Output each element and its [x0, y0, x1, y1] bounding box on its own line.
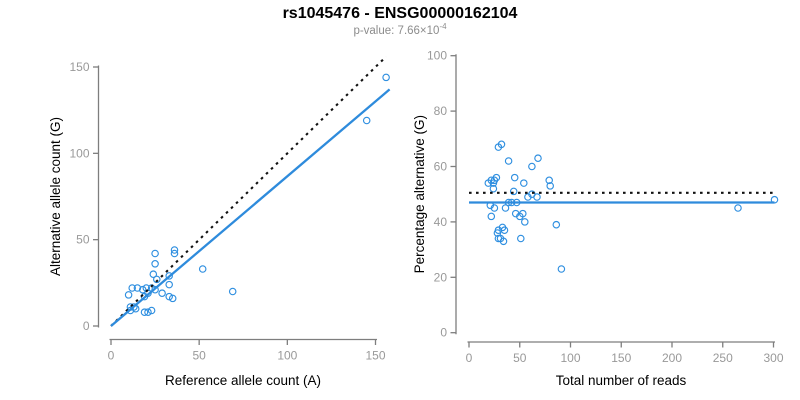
percentage-vs-reads-point — [509, 187, 518, 196]
percentage-vs-reads-x-axis-title: Total number of reads — [556, 373, 687, 388]
percentage-vs-reads-x-tick-label: 100 — [560, 351, 580, 365]
percentage-vs-reads-point — [490, 204, 499, 212]
percentage-vs-reads-point — [501, 204, 510, 212]
allele-counts-x-tick-label: 50 — [192, 349, 206, 363]
allele-counts-point — [382, 73, 390, 82]
percentage-vs-reads-x-tick-label: 300 — [763, 351, 783, 365]
p-value-subtitle: p-value: 7.66×10-4 — [0, 22, 800, 37]
percentage-vs-reads-point — [520, 179, 528, 187]
allele-counts-x-tick-label: 0 — [108, 349, 115, 363]
percentage-vs-reads-point — [524, 193, 532, 201]
allele-counts-point — [228, 287, 237, 296]
percentage-vs-reads-y-tick-label: 20 — [434, 270, 448, 284]
allele-counts-point — [133, 284, 142, 292]
allele-counts-y-tick-label: 0 — [83, 319, 90, 333]
allele-counts-regression-line — [110, 88, 391, 327]
percentage-vs-reads-y-tick-label: 40 — [434, 215, 448, 229]
percentage-vs-reads-point — [504, 157, 513, 165]
percentage-vs-reads-x-tick-label: 250 — [713, 351, 733, 365]
percentage-vs-reads-point — [521, 218, 529, 226]
allele-counts-point — [362, 116, 371, 125]
allele-counts-point — [158, 289, 166, 297]
allele-counts-point — [170, 246, 179, 254]
allele-counts-x-tick-label: 100 — [277, 349, 297, 363]
percentage-vs-reads-x-tick-label: 150 — [611, 351, 631, 365]
allele-counts-point — [124, 291, 133, 299]
allele-counts-x-tick-label: 150 — [365, 349, 385, 363]
allele-counts-point — [128, 284, 136, 292]
plot-title: rs1045476 - ENSG00000162104 — [282, 5, 518, 22]
allele-counts-point — [149, 270, 158, 278]
allele-counts-point — [165, 280, 173, 289]
percentage-vs-reads-point — [534, 154, 542, 162]
allele-counts-y-tick-label: 150 — [69, 60, 89, 74]
percentage-vs-reads-point — [489, 179, 498, 187]
allele-counts-point — [151, 260, 159, 268]
percentage-vs-reads-point — [546, 182, 554, 190]
allele-counts-point — [147, 306, 156, 315]
percentage-vs-reads-point — [552, 220, 561, 229]
percentage-vs-reads-point — [493, 229, 502, 237]
percentage-vs-reads-point — [487, 212, 496, 221]
percentage-vs-reads-y-tick-label: 0 — [440, 326, 447, 340]
allele-counts-y-tick-label: 50 — [76, 233, 90, 247]
p-value-text: p-value: 7.66×10 — [353, 25, 440, 37]
percentage-vs-reads-point — [497, 140, 506, 149]
allele-counts-x-axis-title: Reference allele count (A) — [165, 373, 321, 388]
p-value-exponent: -4 — [439, 22, 447, 32]
percentage-vs-reads-point — [533, 193, 541, 201]
percentage-vs-reads-y-axis-title: Percentage alternative (G) — [412, 115, 427, 273]
allele-counts-point — [168, 294, 177, 303]
percentage-vs-reads-point — [557, 265, 566, 273]
percentage-vs-reads-x-tick-label: 50 — [513, 351, 527, 365]
percentage-vs-reads-point — [734, 204, 742, 212]
percentage-vs-reads-point — [500, 226, 509, 234]
allele-counts-point — [151, 285, 159, 294]
percentage-vs-reads-x-tick-label: 200 — [662, 351, 682, 365]
allele-counts-identity-line — [110, 55, 387, 327]
percentage-vs-reads-point — [517, 234, 525, 243]
percentage-vs-reads-point — [492, 173, 501, 182]
percentage-vs-reads-x-tick-label: 0 — [466, 351, 473, 365]
percentage-vs-reads-point — [489, 184, 498, 193]
percentage-vs-reads-point — [519, 209, 527, 218]
percentage-vs-reads-point — [528, 162, 536, 171]
percentage-vs-reads-y-tick-label: 80 — [434, 104, 448, 118]
percentage-vs-reads-y-tick-label: 100 — [427, 49, 447, 63]
percentage-vs-reads-y-tick-label: 60 — [434, 160, 448, 174]
percentage-vs-reads-point — [545, 176, 553, 185]
allele-counts-point — [151, 249, 159, 258]
allele-counts-point — [198, 265, 207, 273]
allele-counts-point — [170, 249, 179, 258]
allele-counts-point — [140, 308, 149, 316]
allele-counts-point — [144, 308, 152, 316]
allele-counts-y-axis-title: Alternative allele count (G) — [48, 117, 63, 276]
allele-counts-y-tick-label: 100 — [69, 146, 89, 160]
percentage-vs-reads-point — [499, 237, 508, 246]
allele-counts-point — [138, 285, 147, 294]
percentage-vs-reads-point — [510, 173, 519, 182]
percentage-vs-reads-point — [484, 179, 493, 187]
allele-counts-point — [165, 272, 173, 280]
